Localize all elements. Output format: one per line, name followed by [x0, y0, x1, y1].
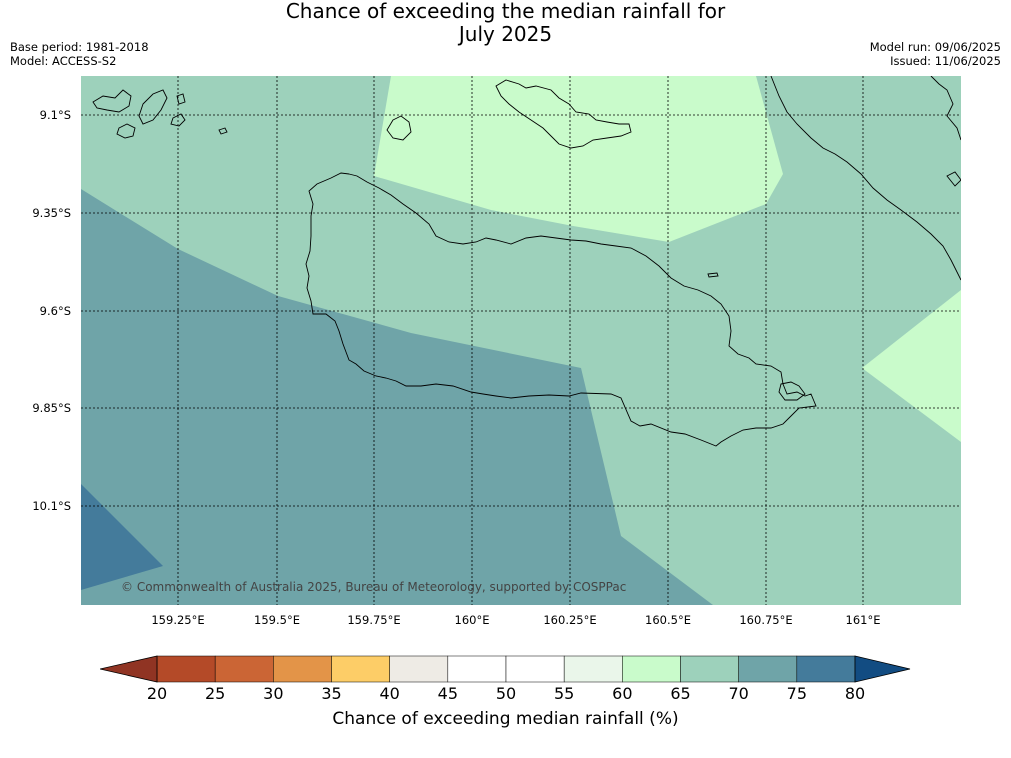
colorbar-cell [796, 655, 856, 683]
colorbar-cell [156, 655, 216, 683]
longitude-label: 159.5°E [254, 613, 300, 627]
zone-75-80 [81, 484, 163, 590]
latitude-label: 9.85°S [32, 401, 71, 415]
colorbar-under-arrow [100, 655, 158, 683]
colorbar-cells [156, 655, 856, 683]
meta-left: Base period: 1981-2018 Model: ACCESS-S2 [10, 40, 149, 68]
colorbar-cell [563, 655, 623, 683]
colorbar-tick-label: 60 [612, 684, 633, 703]
issued-date: Issued: 11/06/2025 [890, 54, 1001, 68]
colorbar-tick-label: 40 [379, 684, 400, 703]
colorbar-cell [505, 655, 565, 683]
colorbar-tick-label: 20 [146, 684, 168, 703]
ne-coastline-2 [930, 76, 961, 141]
colorbar-cell [447, 655, 507, 683]
ring-islet [386, 115, 412, 141]
base-period: Base period: 1981-2018 [10, 40, 149, 54]
nw-island-3 [116, 123, 136, 139]
colorbar-cell [273, 655, 332, 683]
colorbar-tick-label: 35 [321, 684, 342, 703]
nw-island-1 [92, 89, 132, 113]
colorbar-label: Chance of exceeding median rainfall (%) [332, 709, 679, 729]
nw-island-2 [138, 89, 168, 125]
longitude-label: 161°E [845, 613, 881, 627]
longitude-label: 160.75°E [739, 613, 793, 627]
colorbar [100, 655, 911, 683]
colorbar-cell [622, 655, 681, 683]
colorbar-tick-label: 50 [495, 684, 517, 703]
longitude-label: 159.75°E [347, 613, 401, 627]
colorbar-cell [214, 655, 274, 683]
colorbar-tick-label: 30 [263, 684, 284, 703]
model-run: Model run: 09/06/2025 [869, 40, 1001, 54]
colorbar-over-arrow [854, 655, 911, 683]
east-islet [778, 381, 806, 401]
east-islet-2 [707, 272, 719, 278]
longitude-label: 159.25°E [151, 613, 205, 627]
longitude-label: 160°E [454, 613, 490, 627]
nw-island-5 [218, 127, 228, 135]
colorbar-tick-label: 80 [844, 684, 866, 703]
colorbar-cell [738, 655, 798, 683]
map-title: Chance of exceeding the median rainfall … [0, 0, 1011, 46]
colorbar-tick-label: 65 [670, 684, 691, 703]
model-name: Model: ACCESS-S2 [10, 54, 117, 68]
longitude-label: 160.5°E [645, 613, 691, 627]
colorbar-tick-label: 75 [786, 684, 808, 703]
map-svg [81, 76, 961, 605]
zone-70-75 [81, 189, 713, 605]
colorbar-tick-label: 70 [728, 684, 749, 703]
zone-60-65-north [374, 76, 783, 242]
copyright-notice: © Commonwealth of Australia 2025, Bureau… [121, 580, 627, 594]
main-island-coastline [305, 172, 817, 447]
north-island-coastline [495, 79, 632, 149]
colorbar-tick-label: 55 [553, 684, 575, 703]
ne-island [946, 171, 961, 187]
colorbar-cell [331, 655, 390, 683]
nw-island-4 [170, 113, 186, 127]
title-line-1: Chance of exceeding the median rainfall … [285, 0, 726, 23]
latitude-label: 9.6°S [39, 304, 71, 318]
title-line-2: July 2025 [458, 22, 553, 46]
colorbar-cell [389, 655, 449, 683]
latitude-label: 10.1°S [32, 499, 71, 513]
zone-60-65-east [862, 290, 961, 442]
colorbar-tick-label: 25 [204, 684, 226, 703]
graticule [81, 76, 961, 605]
latitude-label: 9.1°S [39, 108, 71, 122]
meta-right: Model run: 09/06/2025 Issued: 11/06/2025 [870, 40, 1001, 68]
ne-coastline [770, 76, 961, 281]
colorbar-cell [680, 655, 739, 683]
latitude-label: 9.35°S [32, 206, 71, 220]
map-panel [81, 76, 961, 605]
colorbar-tick-label: 45 [437, 684, 459, 703]
longitude-label: 160.25°E [543, 613, 597, 627]
coastlines [92, 76, 961, 447]
